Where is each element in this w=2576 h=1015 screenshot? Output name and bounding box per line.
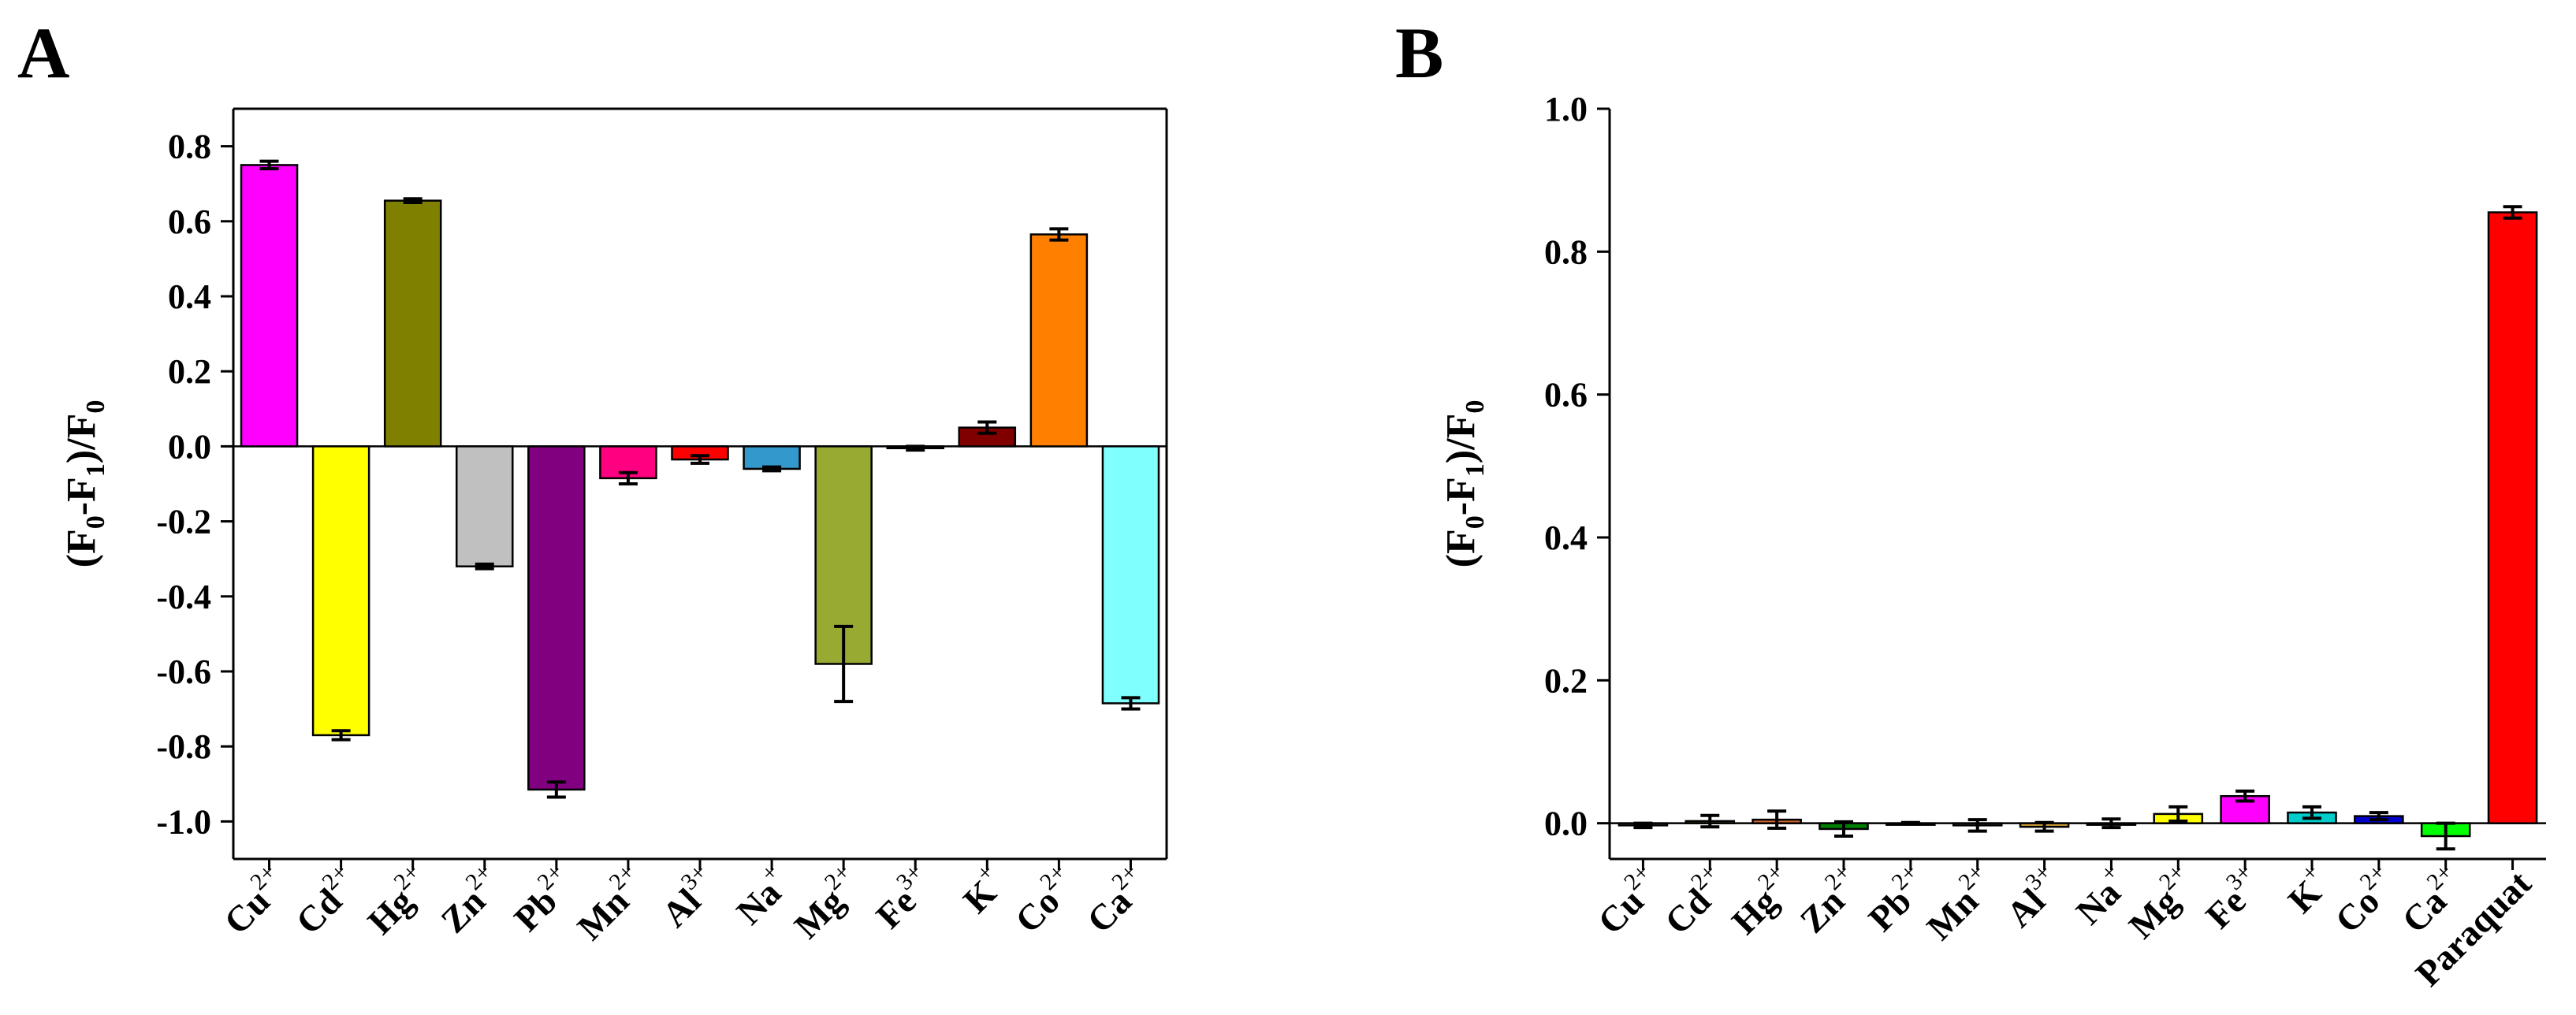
chart-b: 1.0 0.8 0.6 0.4 0.2 0.0 Cu2+Cd2+Hg2+Zn2+Pb2+Mn… [1439,90,2546,994]
y-axis-title-text: -F [1439,477,1483,515]
y-axis-title-text: )/F [59,414,104,464]
y-tick-label: 0.0 [1544,805,1588,843]
y-axis-title-text: (F [1439,529,1483,567]
y-tick-label: -1.0 [156,802,211,841]
x-tick-label: Na+ [724,859,798,932]
y-tick-label: 1.0 [1544,90,1588,128]
x-tick-label: Ca2+ [1075,859,1156,940]
x-tick-label: Cu2+ [212,859,295,942]
y-tick-label: 0.4 [168,277,211,316]
x-tick-label: K+ [951,859,1013,920]
x-tick-label: Al3+ [1995,859,2071,935]
panel-b-letter: B [1395,13,1443,93]
bar [743,445,801,470]
x-tick-label: Pb2+ [1856,859,1937,939]
chart-a: 0.80.60.40.20.0-0.2-0.4-0.6-0.8-1.0Cu2+C… [59,107,1168,947]
x-tick-label: Cd2+ [1653,859,1736,942]
y-axis-title-text: -F [59,477,104,515]
y-tick-label: 0.8 [1544,232,1588,271]
x-tick-label: Cd2+ [285,859,367,942]
x-tick-label: Co2+ [1003,859,1085,940]
x-tick-label: Mg2+ [2117,859,2205,946]
x-tick-label: Zn2+ [1789,859,1870,940]
bar [311,445,370,737]
x-tick-label: Fe3+ [2194,859,2271,936]
y-axis-title-text: (F [59,529,104,567]
y-axis-title-subscript: 0 [1461,515,1490,529]
y-axis-title-subscript: 0 [1461,400,1490,414]
bar [240,164,299,448]
x-tick-label: Zn2+ [429,859,510,940]
y-tick-label: -0.2 [156,503,211,541]
y-tick-label: 0.6 [168,203,211,241]
x-tick-label: Hg2+ [356,859,439,942]
y-axis-title-text: )/F [1439,414,1483,464]
y-axis-title-subscript: 1 [1461,463,1490,477]
y-tick-label: -0.6 [156,652,211,691]
y-axis-title-subscript: 0 [81,400,110,414]
y-tick-label: -0.8 [156,727,211,766]
bar [383,199,442,448]
y-tick-label: 0.6 [1544,376,1588,415]
x-tick-label: Pb2+ [502,859,583,939]
x-tick-label: Fe3+ [864,859,941,936]
x-tick-label: Mn2+ [566,859,654,947]
x-tick-label: Cu2+ [1586,859,1669,942]
y-axis-title: (F0-F1)/F0 [1439,400,1490,568]
bar [455,445,514,567]
y-tick-label: 0.4 [1544,519,1588,557]
bar [2487,211,2538,824]
bar [527,445,586,791]
bar [1101,445,1160,705]
y-tick-label: 0.0 [168,427,211,466]
x-tick-label: Hg2+ [1720,859,1803,942]
y-tick-label: 0.2 [168,352,211,391]
x-tick-label: Al3+ [650,859,726,935]
bar [1029,233,1089,448]
x-tick-label: Co2+ [2324,859,2405,940]
y-axis-title-subscript: 1 [81,463,110,477]
x-tick-label: Mg2+ [783,859,870,946]
y-tick-label: 0.8 [168,128,211,166]
y-axis-title: (F0-F1)/F0 [59,400,110,568]
y-tick-label: -0.4 [156,578,211,616]
x-tick-label: Mn2+ [1915,859,2003,947]
y-tick-label: 0.2 [1544,661,1588,700]
panel-a-letter: A [17,13,69,93]
y-axis-title-subscript: 0 [81,515,110,529]
